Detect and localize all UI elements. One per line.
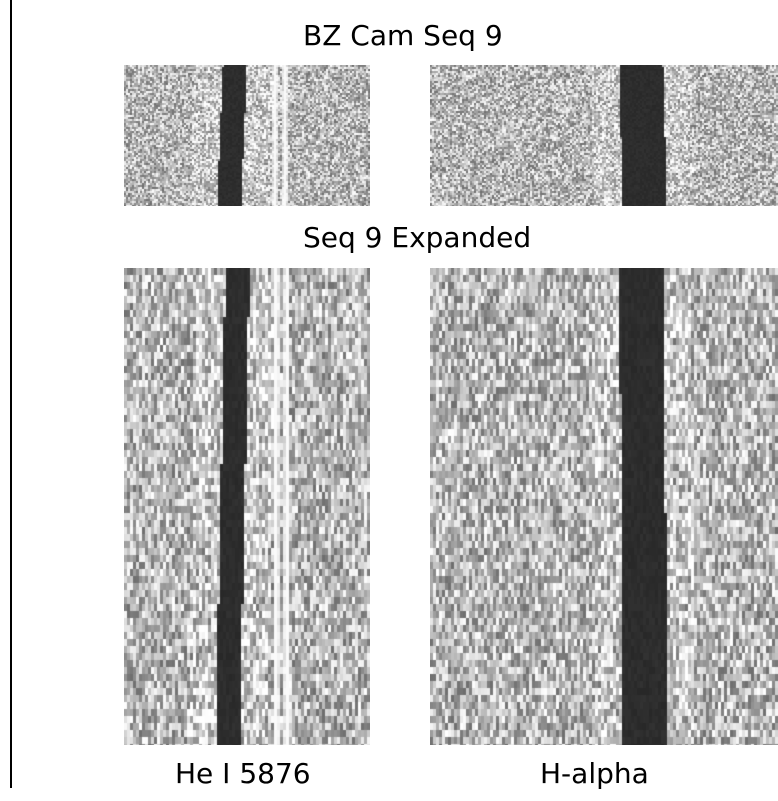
h-alpha-label: H-alpha: [540, 757, 649, 790]
he-i-5876-trailed-spectrum: [124, 65, 370, 206]
he-i-5876-expanded-spectrum: [124, 268, 370, 745]
he-i-5876-label: He I 5876: [175, 757, 311, 790]
h-alpha-expanded-spectrum: [430, 268, 778, 745]
figure-title: BZ Cam Seq 9: [303, 19, 503, 52]
h-alpha-trailed-spectrum: [430, 65, 778, 206]
figure-subtitle: Seq 9 Expanded: [303, 221, 532, 254]
left-border-line: [10, 0, 12, 788]
